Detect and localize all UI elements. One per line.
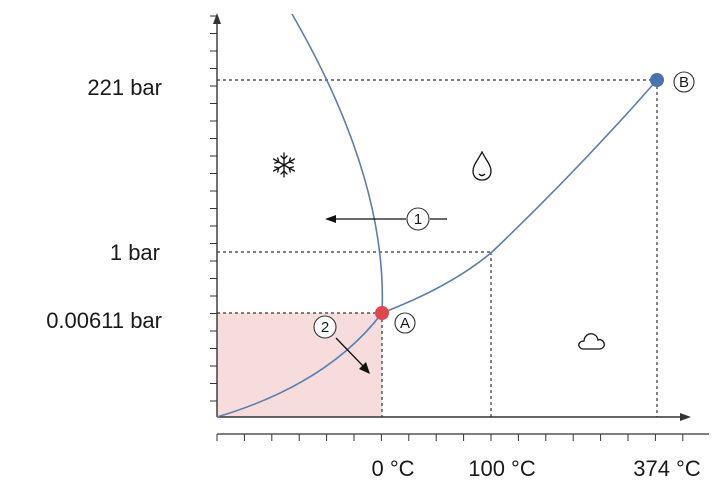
guide-lines <box>217 79 658 417</box>
y-axis <box>210 13 221 417</box>
critical-point-label-circle <box>673 71 695 93</box>
droplet-icon <box>472 150 492 181</box>
triple-point-label-circle <box>394 312 416 334</box>
boiling-temperature-label: 100 °C <box>468 456 536 481</box>
melting-arrow: 1 <box>325 207 447 231</box>
cloud-icon <box>578 333 605 350</box>
sublimation-arrow-number-circle <box>313 315 337 339</box>
critical-point-label: B <box>679 74 689 91</box>
sublimation-region <box>217 313 382 417</box>
critical-pressure-label: 221 bar <box>87 75 162 100</box>
sublimation-arrow-number: 2 <box>321 319 329 336</box>
melting-arrow-number: 1 <box>414 211 422 228</box>
x-scale-bar <box>216 433 709 441</box>
triple-point-label: A <box>400 315 410 332</box>
vaporization-curve <box>381 79 658 314</box>
snowflake-icon <box>272 152 296 178</box>
critical-point-marker <box>650 73 664 87</box>
freezing-temperature-label: 0 °C <box>371 456 414 481</box>
triple-pressure-label: 0.00611 bar <box>46 308 162 333</box>
melting-curve <box>291 13 384 314</box>
melting-arrow-number-circle <box>406 207 430 231</box>
x-axis <box>217 413 691 421</box>
sublimation-curve <box>216 312 383 418</box>
sublimation-arrow: 2 <box>313 315 370 374</box>
critical-temperature-label: 374 °C <box>633 456 701 481</box>
triple-point-marker <box>375 306 389 320</box>
atmospheric-pressure-label: 1 bar <box>110 240 160 265</box>
